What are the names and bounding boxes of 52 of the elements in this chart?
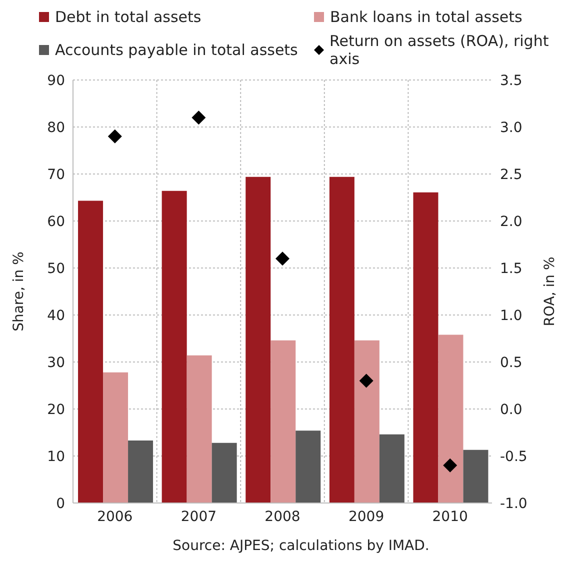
bar — [270, 340, 296, 503]
y-tick-label: 40 — [47, 308, 65, 324]
x-tick-label: 2010 — [432, 508, 468, 525]
y-tick-label: 30 — [47, 354, 65, 371]
point — [276, 252, 290, 266]
y2-axis-title: ROA, in % — [542, 256, 558, 326]
x-tick-label: 2008 — [264, 508, 300, 525]
source-note: Source: AJPES; calculations by IMAD. — [172, 538, 430, 554]
bar — [78, 200, 104, 503]
y2-tick-label: 3.0 — [500, 120, 522, 136]
y2-tick-label: 2.0 — [500, 214, 522, 230]
point — [108, 129, 122, 144]
y-tick-label: 70 — [47, 166, 65, 183]
y2-tick-label: 2.5 — [500, 166, 522, 183]
y2-tick-label: -1.0 — [500, 496, 528, 512]
bar — [128, 440, 154, 503]
bar — [103, 372, 128, 503]
y-axis-title: Share, in % — [10, 252, 27, 332]
y-tick-label: 50 — [47, 260, 65, 277]
x-tick-label: 2009 — [348, 508, 384, 525]
point — [443, 458, 458, 472]
bar — [162, 190, 187, 503]
y2-tick-label: 0.5 — [500, 354, 522, 371]
bar — [413, 192, 438, 503]
bar — [212, 442, 237, 503]
bar — [463, 450, 488, 503]
y2-tick-label: 1.0 — [500, 308, 522, 324]
bar — [186, 355, 212, 503]
y-tick-label: 90 — [47, 72, 65, 89]
legend-label: Accounts payable in total assets — [55, 41, 298, 59]
legend-label: Return on assets (ROA), right axis — [330, 32, 550, 68]
point — [192, 110, 206, 125]
x-tick-label: 2007 — [180, 508, 217, 525]
legend-label: Bank loans in total assets — [330, 8, 522, 26]
y-tick-label: 80 — [47, 120, 65, 136]
bar — [329, 176, 354, 503]
bar — [379, 434, 404, 503]
bar — [296, 430, 321, 503]
y-tick-label: 0 — [56, 496, 65, 512]
y-tick-label: 20 — [47, 402, 65, 418]
bar — [438, 334, 464, 503]
y2-tick-label: 0.0 — [500, 402, 522, 418]
point — [359, 374, 374, 388]
y2-tick-label: 1.5 — [500, 260, 522, 277]
legend-label: Debt in total assets — [55, 8, 202, 26]
bar — [354, 340, 380, 503]
y2-tick-label: -0.5 — [500, 448, 528, 465]
y-tick-label: 60 — [47, 214, 65, 230]
x-tick-label: 2006 — [97, 508, 133, 525]
y-tick-label: 10 — [47, 448, 65, 465]
y2-tick-label: 3.5 — [500, 72, 522, 89]
bar — [246, 176, 271, 503]
